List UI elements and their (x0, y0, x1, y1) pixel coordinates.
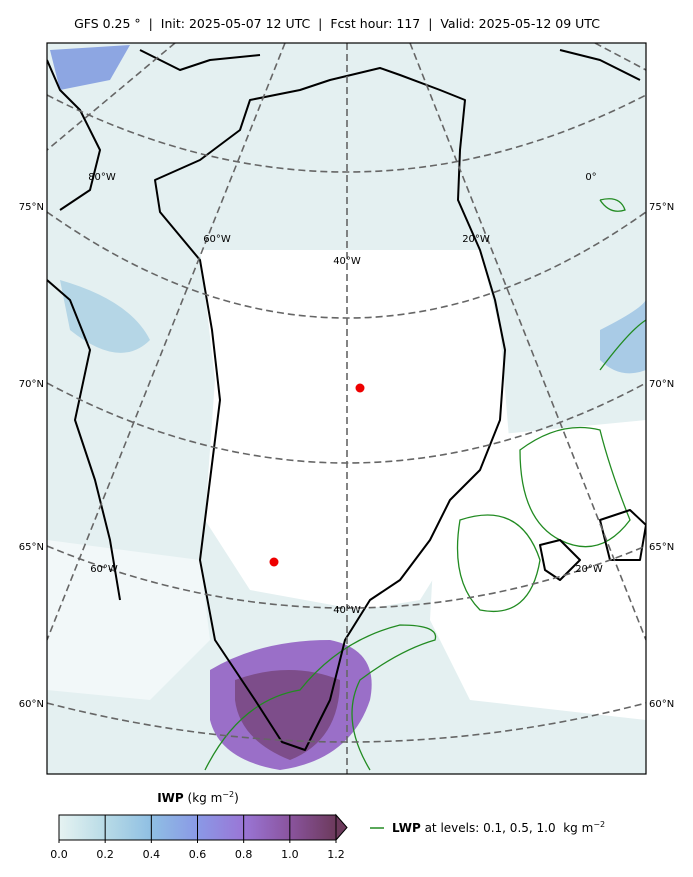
legend-name: LWP (392, 821, 421, 835)
legend-text: LWP at levels: 0.1, 0.5, 1.0 kg m−2 (392, 820, 605, 835)
lat-label: 75°N (19, 202, 44, 213)
colorbar-tick-label: 0.8 (235, 848, 253, 861)
colorbar-unit-close: ) (234, 791, 239, 805)
iwp-patch (60, 280, 150, 353)
lwp-contour (519, 426, 631, 548)
clear-area (47, 540, 210, 700)
colorbar-tick-label: 1.0 (281, 848, 299, 861)
lat-label: 65°N (649, 542, 674, 553)
lon-label: 60°W (90, 564, 118, 575)
legend: LWP at levels: 0.1, 0.5, 1.0 kg m−2 (370, 820, 605, 835)
lwp-contour (456, 514, 541, 612)
lat-label: 60°N (19, 699, 44, 710)
lon-label: 80°W (88, 172, 116, 183)
lat-label: 60°N (649, 699, 674, 710)
colorbar-extend (335, 813, 348, 842)
colorbar-tick-label: 0.0 (50, 848, 68, 861)
lwp-contour (599, 198, 646, 371)
colorbar-var: IWP (157, 791, 184, 805)
site-marker (355, 383, 365, 393)
map-frame (46, 42, 647, 775)
lon-label: 40°W (333, 256, 361, 267)
site-marker (269, 557, 279, 567)
colorbar-label: IWP (kg m−2) (157, 790, 239, 805)
colorbar-tick-label: 0.2 (96, 848, 114, 861)
graticule-labels: 75°N 70°N 65°N 60°N 75°N 70°N 65°N 60°N … (19, 172, 674, 710)
colorbar: 0.0 0.2 0.4 0.6 0.8 1.0 1.2 (50, 813, 348, 861)
graticule (47, 43, 646, 774)
lon-label: 40°W (333, 605, 361, 616)
title: GFS 0.25 ° | Init: 2025-05-07 12 UTC | F… (74, 16, 600, 31)
coast (47, 49, 641, 601)
legend-desc: at levels: 0.1, 0.5, 1.0 kg m (425, 821, 594, 835)
lon-label: 20°W (575, 564, 603, 575)
lon-label: 60°W (203, 234, 231, 245)
coast (539, 509, 646, 581)
lat-label: 70°N (649, 379, 674, 390)
lat-label: 70°N (19, 379, 44, 390)
colorbar-unit-exp: −2 (222, 790, 234, 799)
lwp-contour (204, 624, 437, 771)
map (47, 43, 646, 774)
lon-label: 0° (585, 172, 596, 183)
clear-area (200, 250, 510, 610)
iwp-patch (235, 670, 340, 760)
colorbar-tick-label: 1.2 (327, 848, 345, 861)
lon-label: 20°W (462, 234, 490, 245)
legend-exp: −2 (593, 820, 605, 829)
colorbar-unit: (kg m (188, 791, 223, 805)
iwp-patch (50, 45, 130, 90)
greenland-coast (154, 67, 506, 751)
lat-label: 65°N (19, 542, 44, 553)
lat-label: 75°N (649, 202, 674, 213)
colorbar-tick-label: 0.6 (189, 848, 207, 861)
colorbar-tick-label: 0.4 (143, 848, 161, 861)
